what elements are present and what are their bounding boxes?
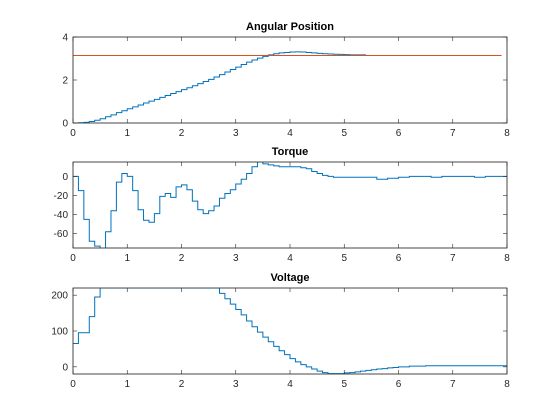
voltage-axes: 0 1 2 3 4 5 6 7 8 0 100 200 Voltage — [51, 272, 510, 390]
angular-position-axes-border — [72, 36, 508, 124]
voltage-x-tick-label: 5 — [341, 379, 347, 390]
angular-position-y-tick-label: 0 — [62, 119, 68, 130]
angular-position-y-tick-label: 4 — [62, 33, 68, 44]
angular-position-x-tick-label: 1 — [124, 128, 130, 139]
voltage-y-tick-label: 0 — [62, 362, 68, 373]
voltage-y-tick-label: 100 — [51, 327, 68, 338]
voltage-axes-border — [72, 287, 508, 375]
angular-position-axes: 0 1 2 3 4 5 6 7 8 0 2 4 Angular Position — [62, 21, 510, 139]
torque-y-tick-label: 0 — [62, 172, 68, 183]
voltage-x-tick-label: 6 — [396, 379, 402, 390]
angular-position-x-tick-label: 2 — [179, 128, 185, 139]
torque-x-tick-label: 4 — [287, 253, 293, 264]
angular-position-plot-area — [72, 36, 508, 124]
voltage-x-tick-label: 7 — [450, 379, 456, 390]
torque-y-tick-label: -40 — [54, 210, 69, 221]
torque-x-tick-label: 8 — [504, 253, 510, 264]
torque-x-tick-label: 2 — [179, 253, 185, 264]
torque-x-tick-label: 5 — [341, 253, 347, 264]
torque-x-tick-label: 3 — [233, 253, 239, 264]
voltage-plot-area — [72, 287, 508, 375]
torque-y-tick-label: -20 — [54, 191, 69, 202]
voltage-x-tick-label: 8 — [504, 379, 510, 390]
torque-x-tick-label: 0 — [70, 253, 76, 264]
voltage-x-tick-label: 1 — [124, 379, 130, 390]
angular-position-title: Angular Position — [246, 21, 334, 33]
voltage-series-1-line — [73, 288, 507, 374]
angular-position-x-tick-label: 3 — [233, 128, 239, 139]
angular-position-x-tick-label: 5 — [341, 128, 347, 139]
torque-x-tick-label: 1 — [124, 253, 130, 264]
voltage-title: Voltage — [271, 272, 310, 284]
voltage-y-tick-label: 200 — [51, 291, 68, 302]
torque-x-tick-label: 7 — [450, 253, 456, 264]
torque-axes-border — [72, 161, 508, 249]
torque-plot-area — [72, 161, 508, 249]
torque-title: Torque — [272, 146, 308, 158]
angular-position-x-tick-label: 6 — [396, 128, 402, 139]
angular-position-x-tick-label: 8 — [504, 128, 510, 139]
torque-series-1-line — [73, 162, 507, 248]
voltage-x-tick-label: 0 — [70, 379, 76, 390]
voltage-x-tick-label: 2 — [179, 379, 185, 390]
voltage-x-tick-label: 4 — [287, 379, 293, 390]
angular-position-series-1-line — [73, 51, 366, 123]
angular-position-y-tick-label: 2 — [62, 76, 68, 87]
torque-x-tick-label: 6 — [396, 253, 402, 264]
angular-position-x-tick-label: 7 — [450, 128, 456, 139]
angular-position-x-tick-label: 4 — [287, 128, 293, 139]
voltage-x-tick-label: 3 — [233, 379, 239, 390]
angular-position-x-tick-label: 0 — [70, 128, 76, 139]
torque-axes: 0 1 2 3 4 5 6 7 8 0 -20 -40 -60 Torque — [54, 146, 511, 264]
torque-y-tick-label: -60 — [54, 229, 69, 240]
